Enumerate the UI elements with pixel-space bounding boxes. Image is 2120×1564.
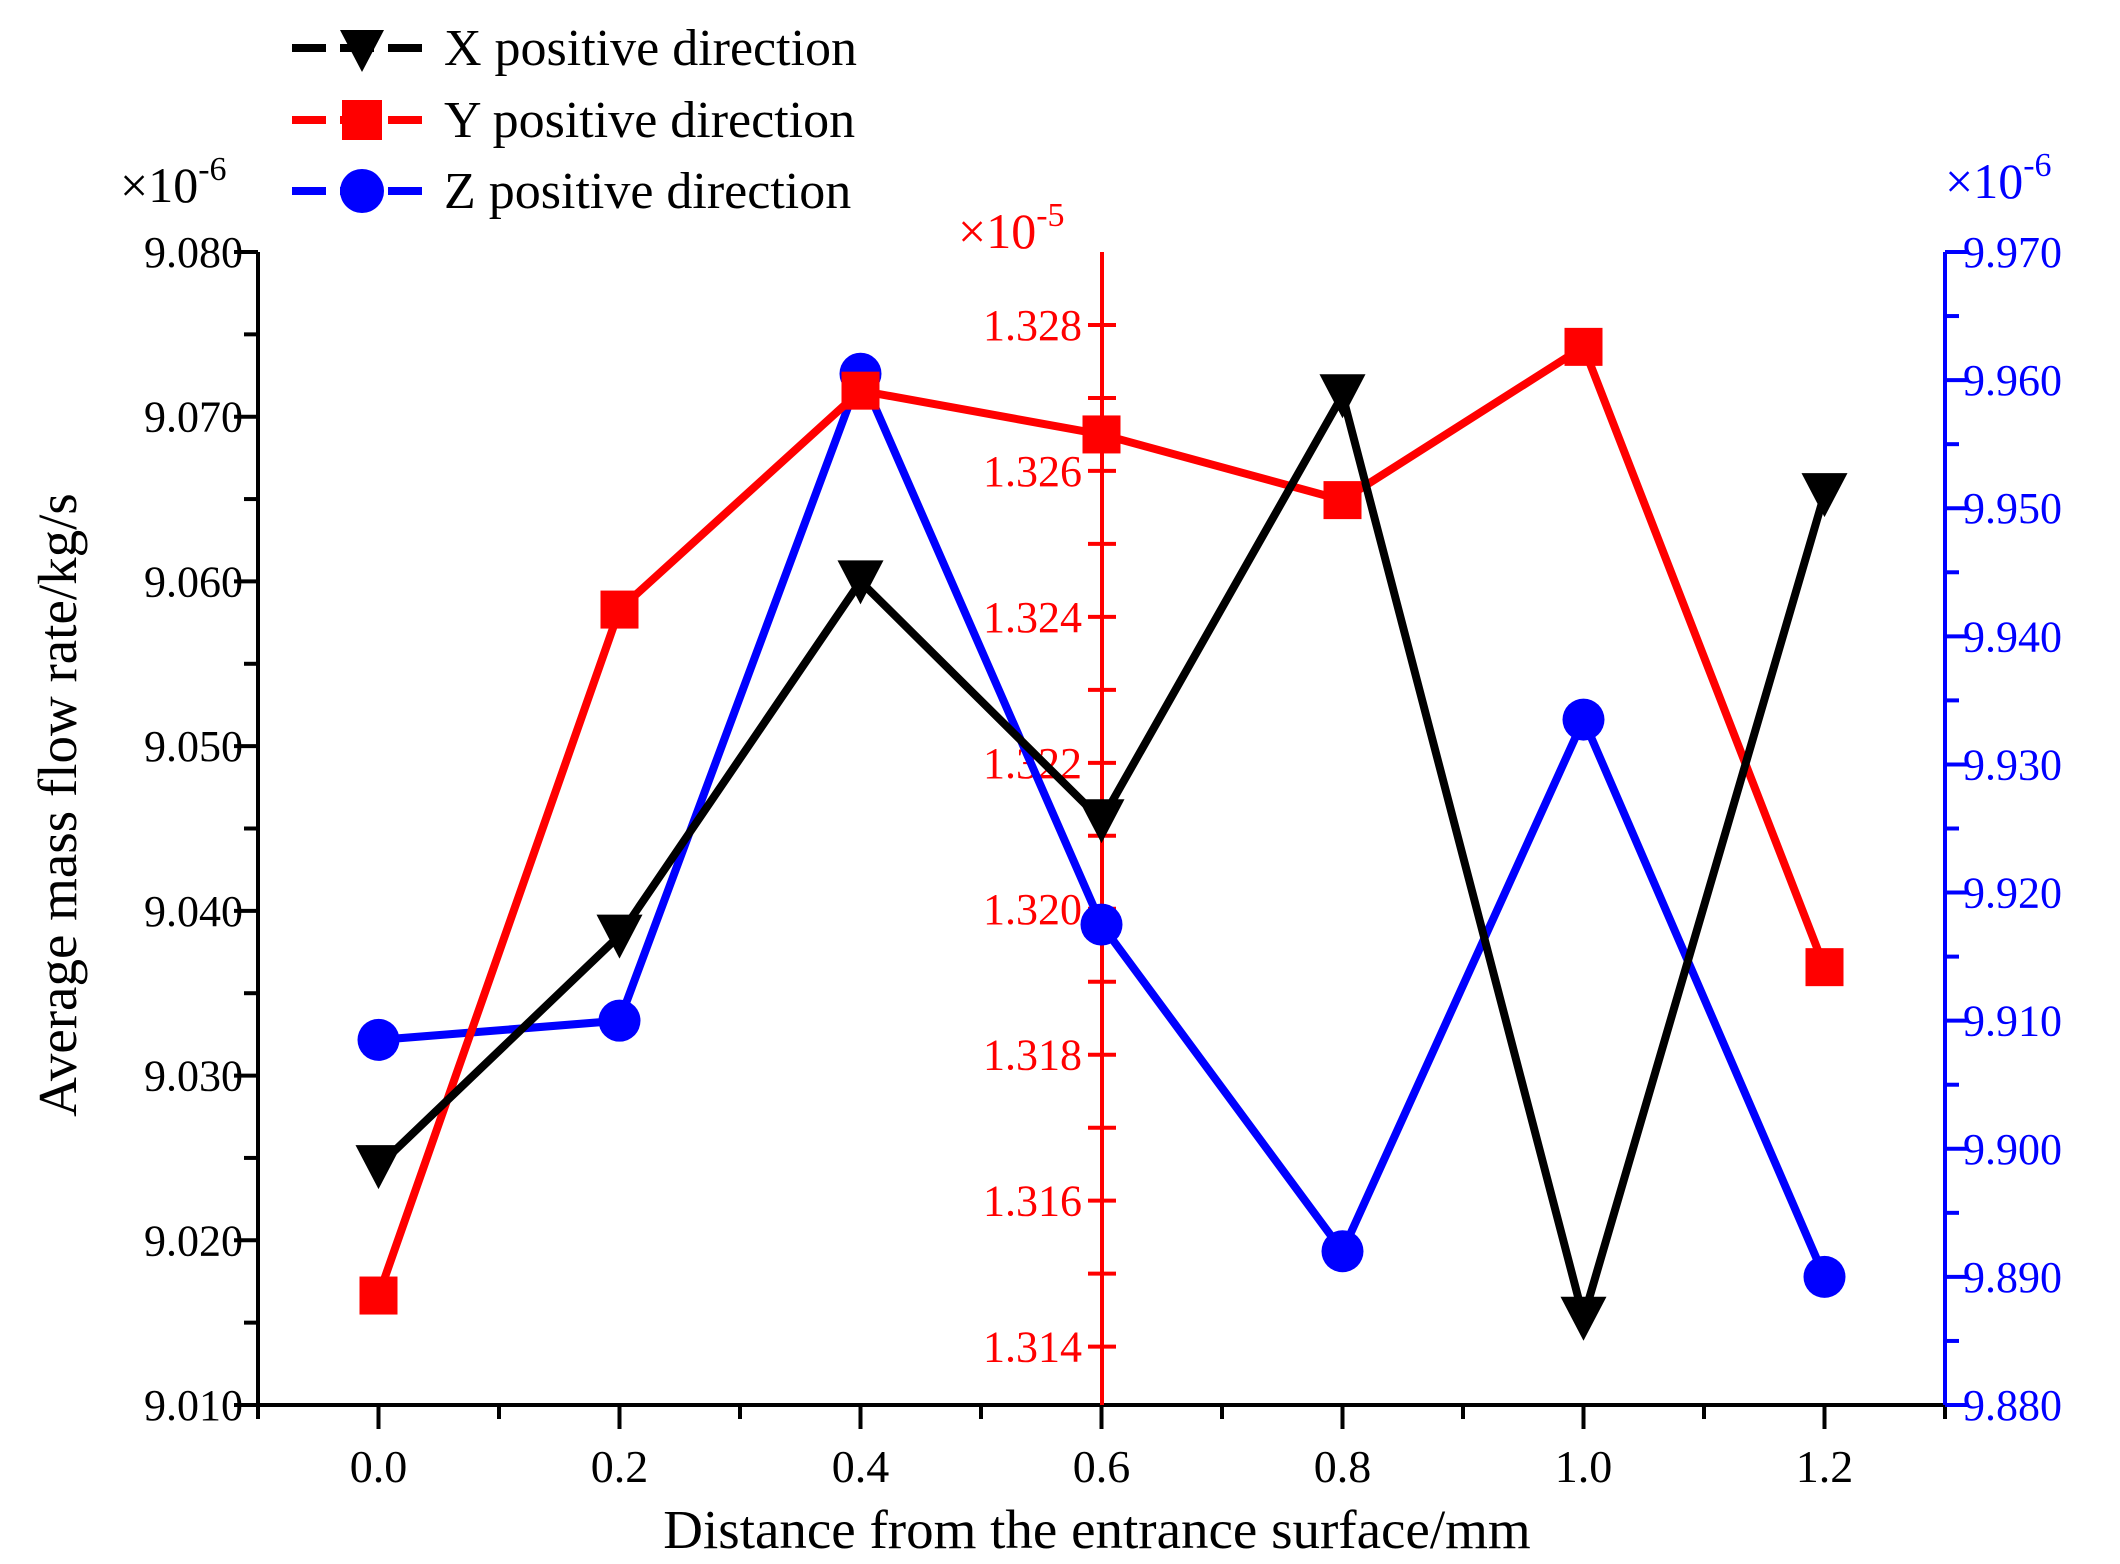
middle-tick-label: 1.316 xyxy=(983,1177,1082,1226)
left-tick-label: 9.040 xyxy=(144,887,243,936)
middle-tick-label: 1.324 xyxy=(983,593,1082,642)
right-tick-label: 9.920 xyxy=(1963,869,2062,918)
legend-marker-square-icon xyxy=(342,100,382,140)
legend-label-y: Y positive direction xyxy=(444,92,855,149)
right-tick-label: 9.970 xyxy=(1963,228,2062,277)
legend-marker-triangle-down-icon xyxy=(340,30,384,72)
middle-multiplier-exponent: -5 xyxy=(1036,197,1064,234)
right-tick-label: 9.950 xyxy=(1963,484,2062,533)
legend-item-z: Z positive direction xyxy=(292,163,851,220)
right-tick-label: 9.930 xyxy=(1963,740,2062,789)
right-tick-label: 9.880 xyxy=(1963,1381,2062,1430)
left-tick-label: 9.020 xyxy=(144,1216,243,1265)
right-axis-multiplier: ×10-6 xyxy=(1945,147,2052,209)
data-point-z xyxy=(357,1018,400,1061)
x-tick-label: 0.4 xyxy=(832,1441,890,1492)
left-tick-label: 9.010 xyxy=(144,1381,243,1430)
left-tick-label: 9.070 xyxy=(144,393,243,442)
data-point-z xyxy=(1321,1230,1364,1273)
right-multiplier-base: ×10 xyxy=(1945,153,2023,209)
data-point-y xyxy=(841,371,880,410)
left-tick-label: 9.050 xyxy=(144,722,243,771)
x-tick-label: 0.8 xyxy=(1314,1441,1372,1492)
middle-multiplier-base: ×10 xyxy=(958,203,1036,259)
right-tick-label: 9.900 xyxy=(1963,1125,2062,1174)
data-point-x xyxy=(355,1145,402,1190)
legend-item-y: Y positive direction xyxy=(292,92,855,149)
legend: X positive direction Y positive directio… xyxy=(292,20,857,220)
middle-tick-label: 1.326 xyxy=(983,447,1082,496)
legend-label-z: Z positive direction xyxy=(444,163,851,220)
data-point-z xyxy=(1080,903,1123,946)
x-tick-label: 1.0 xyxy=(1555,1441,1613,1492)
x-tick-label: 1.2 xyxy=(1796,1441,1854,1492)
middle-tick-label: 1.314 xyxy=(983,1323,1082,1372)
data-point-x xyxy=(596,914,643,959)
middle-tick-label: 1.320 xyxy=(983,885,1082,934)
x-tick-label: 0.6 xyxy=(1073,1441,1131,1492)
left-tick-label: 9.060 xyxy=(144,557,243,606)
data-point-y xyxy=(1323,481,1362,520)
data-point-y xyxy=(359,1276,398,1315)
data-point-z xyxy=(1803,1255,1846,1298)
left-multiplier-exponent: -6 xyxy=(198,151,226,188)
legend-item-x: X positive direction xyxy=(292,20,857,77)
data-point-z xyxy=(598,999,641,1042)
legend-label-x: X positive direction xyxy=(444,20,857,77)
middle-tick-label: 1.328 xyxy=(983,301,1082,350)
right-multiplier-exponent: -6 xyxy=(2023,147,2051,184)
legend-marker-circle-icon xyxy=(340,169,384,213)
series-layer xyxy=(355,327,1848,1341)
data-point-x xyxy=(1801,473,1848,518)
data-point-z xyxy=(1562,698,1605,741)
left-tick-label: 9.030 xyxy=(144,1052,243,1101)
data-point-x xyxy=(1319,374,1366,419)
data-point-y xyxy=(600,590,639,629)
data-point-y xyxy=(1564,327,1603,366)
data-point-x xyxy=(837,560,884,605)
left-axis-multiplier: ×10-6 xyxy=(120,151,227,213)
right-tick-label: 9.910 xyxy=(1963,997,2062,1046)
x-tick-label: 0.2 xyxy=(591,1441,649,1492)
data-point-x xyxy=(1078,799,1125,844)
data-point-y xyxy=(1082,415,1121,454)
left-multiplier-base: ×10 xyxy=(120,157,198,213)
y-axis-label: Average mass flow rate/kg/s xyxy=(27,493,88,1117)
middle-axis-multiplier: ×10-5 xyxy=(958,197,1065,259)
data-point-x xyxy=(1560,1296,1607,1341)
right-tick-label: 9.960 xyxy=(1963,356,2062,405)
right-tick-label: 9.890 xyxy=(1963,1253,2062,1302)
data-point-y xyxy=(1805,948,1844,987)
right-tick-label: 9.940 xyxy=(1963,612,2062,661)
middle-tick-label: 1.318 xyxy=(983,1031,1082,1080)
x-tick-label: 0.0 xyxy=(350,1441,408,1492)
left-tick-label: 9.080 xyxy=(144,228,243,277)
x-axis-label: Distance from the entrance surface/mm xyxy=(663,1499,1530,1560)
